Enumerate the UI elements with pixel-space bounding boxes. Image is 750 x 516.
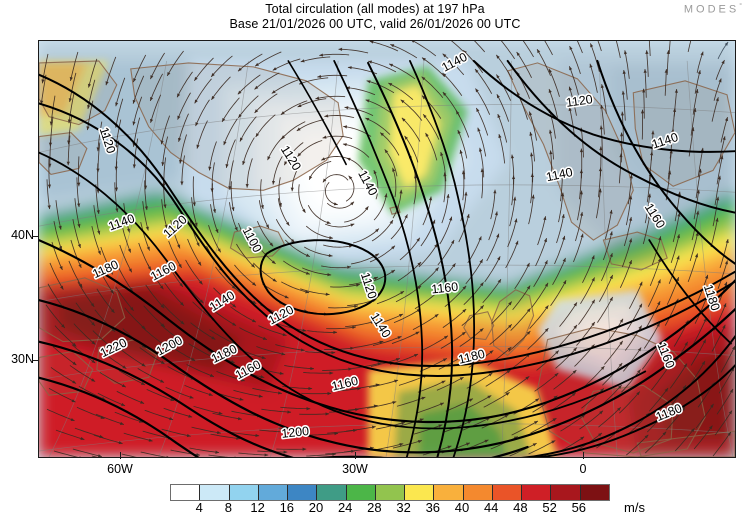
- contour-label: 1160: [431, 280, 459, 297]
- colorbar-tick-label: 44: [483, 500, 499, 515]
- title-line-2: Base 21/01/2026 00 UTC, valid 26/01/2026…: [229, 17, 521, 31]
- colorbar-tick-label: 20: [308, 500, 324, 515]
- colorbar-segment: [522, 485, 552, 500]
- colorbar-tick-label: 24: [337, 500, 353, 515]
- brand-text: MODES: [683, 3, 740, 16]
- colorbar-tick-label: 48: [513, 500, 528, 515]
- y-axis-tick-label: 40N: [11, 228, 34, 242]
- map-plot-area: 1140 1120 1140 1120 1120 1140 1140 1160 1100 1140…: [38, 40, 736, 458]
- colorbar-tick-label: 12: [250, 500, 265, 515]
- colorbar-tick-label: 4: [195, 500, 203, 515]
- x-axis-tick: [120, 452, 122, 459]
- colorbar-segment: [171, 485, 201, 500]
- colorbar-tick-label: 32: [396, 500, 411, 515]
- colorbar-segment: [229, 485, 259, 500]
- colorbar-segment: [375, 485, 406, 500]
- colorbar-segment: [434, 485, 464, 500]
- colorbar-segment: [200, 485, 230, 500]
- colorbar-segment: [492, 485, 523, 500]
- title-line-1: Total circulation (all modes) at 197 hPa: [265, 2, 485, 16]
- colorbar-segment: [463, 485, 493, 500]
- brand-mark: °: [739, 3, 742, 10]
- page-title: Total circulation (all modes) at 197 hPa…: [0, 2, 750, 32]
- colorbar-tick-label: 36: [425, 500, 441, 515]
- y-axis-tick: [32, 236, 39, 238]
- colorbar-segment: [346, 485, 376, 500]
- colorbar: [170, 484, 610, 501]
- colorbar-segment: [580, 485, 609, 500]
- colorbar-tick-label: 28: [367, 500, 382, 515]
- colorbar-tick-label: 40: [454, 500, 470, 515]
- colorbar-tick-label: 52: [542, 500, 557, 515]
- y-axis-tick-label: 30N: [11, 352, 34, 366]
- y-axis-tick: [32, 360, 39, 362]
- x-axis-tick-label: 30W: [342, 462, 368, 476]
- colorbar-segment: [317, 485, 347, 500]
- colorbar-unit-label: m/s: [624, 500, 645, 515]
- colorbar-tick-label: 16: [279, 500, 295, 515]
- x-axis-tick: [355, 452, 357, 459]
- colorbar-segment: [405, 485, 435, 500]
- x-axis-tick: [583, 452, 585, 459]
- contour-label: 1120: [565, 92, 594, 110]
- contour-label: 1200: [281, 424, 310, 441]
- colorbar-segment: [258, 485, 289, 500]
- colorbar-tick-label: 8: [224, 500, 232, 515]
- x-axis-tick-label: 0: [579, 462, 587, 476]
- colorbar-tick-label: 56: [571, 500, 587, 515]
- modes-logo: MODES°: [684, 3, 742, 16]
- x-axis-tick-label: 60W: [107, 462, 133, 476]
- colorbar-segment: [288, 485, 318, 500]
- colorbar-segment: [551, 485, 581, 500]
